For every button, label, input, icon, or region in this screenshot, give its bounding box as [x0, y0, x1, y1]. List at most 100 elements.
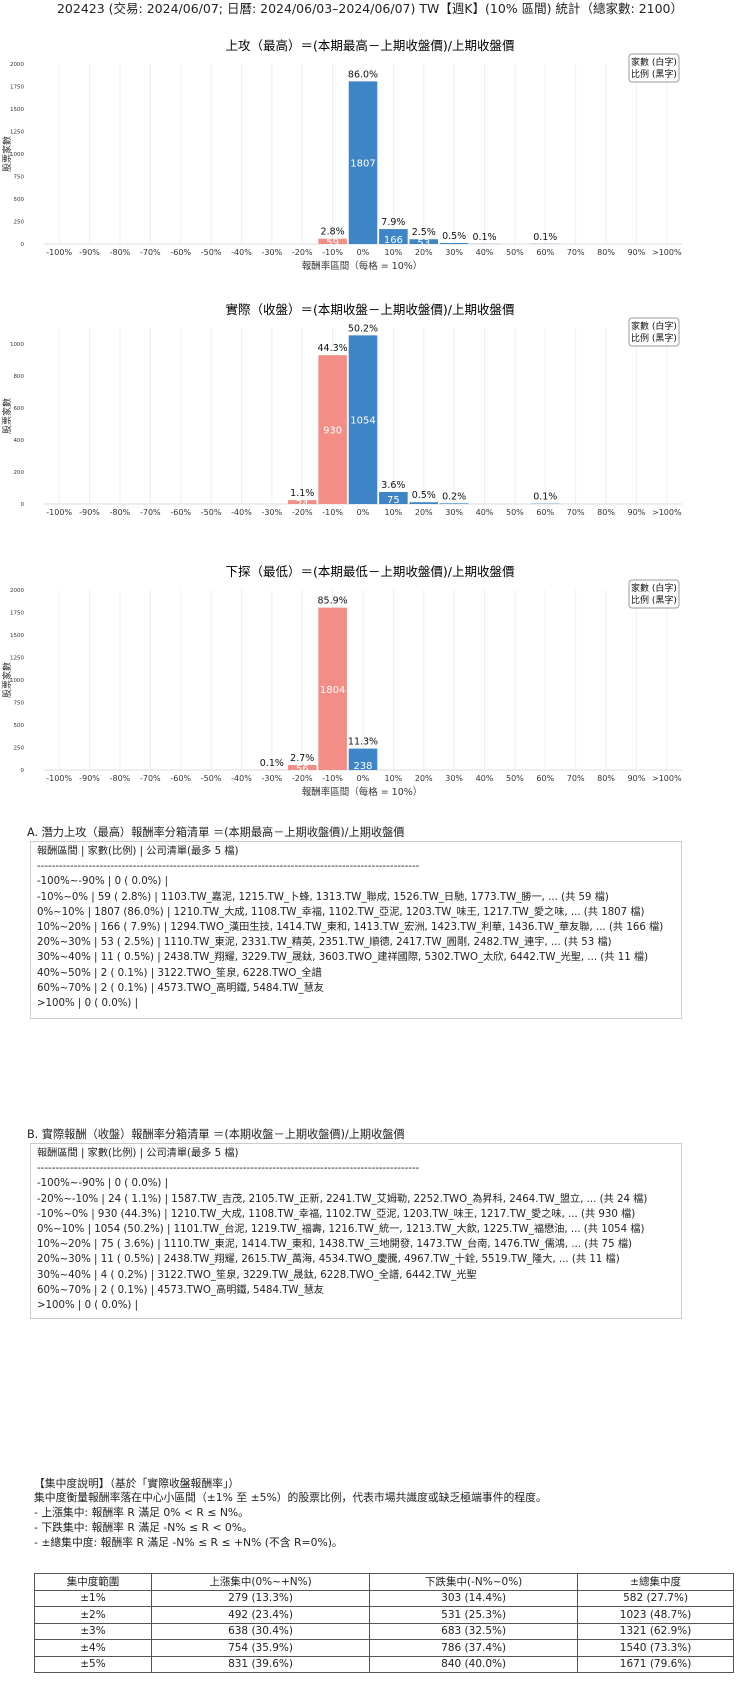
chart-title: 實際（收盤）＝(本期收盤－上期收盤價)/上期收盤價 — [226, 302, 515, 317]
y-tick-label: 2000 — [10, 62, 24, 68]
y-tick-label: 250 — [14, 746, 25, 752]
y-tick-label: 500 — [14, 723, 25, 729]
chart-high-svg: 上攻（最高）＝(本期最高－上期收盤價)/上期收盤價 0 250 500 750 1000 1… — [1, 38, 682, 272]
x-tick-label: 60% — [536, 508, 554, 517]
bar-pct-label: 85.9% — [318, 596, 348, 607]
bar-pct-label: 86.0% — [348, 69, 378, 80]
table-cell: ±1% — [34, 1589, 152, 1607]
table-cell: 840 (40.0%) — [369, 1655, 579, 1673]
y-axis-label: 股票家數 — [1, 662, 13, 698]
bar-pct-label: 3.6% — [381, 480, 405, 491]
list-item: 60%~70% | 2 ( 0.1%) | 4573.TWO_高明鐵, 5484… — [37, 982, 324, 994]
y-tick-label: 1500 — [10, 107, 24, 113]
x-tick-label: 50% — [506, 774, 524, 783]
x-tick-label: -60% — [170, 774, 191, 783]
x-tick-label: 40% — [476, 508, 494, 517]
y-tick-label: 0 — [21, 768, 25, 774]
list-item: 30%~40% | 11 ( 0.5%) | 2438.TW_翔耀, 3229.… — [37, 952, 649, 964]
bar-count-label: 930 — [323, 426, 342, 437]
bar-count-label: 75 — [387, 495, 400, 506]
y-tick-label: 0 — [21, 242, 25, 248]
x-tick-label: -10% — [322, 508, 343, 517]
x-tick-label: -90% — [79, 774, 100, 783]
x-tick-label: -90% — [79, 248, 100, 257]
chart-legend: 家數 (白字)比例 (黑字) — [628, 579, 680, 609]
bar-count-label: 238 — [353, 761, 372, 772]
x-tick-label: 80% — [597, 508, 615, 517]
list-item: -10%~0% | 59 ( 2.8%) | 1103.TW_嘉泥, 1215.… — [37, 891, 609, 903]
x-tick-label: 30% — [445, 774, 463, 783]
x-tick-label: 40% — [476, 248, 494, 257]
legend-entry: 比例 (黑字) — [631, 594, 677, 606]
x-tick-label: >100% — [652, 508, 682, 517]
x-tick-label: -40% — [231, 248, 252, 257]
x-tick-label: >100% — [652, 248, 682, 257]
y-tick-label: 600 — [14, 406, 25, 412]
x-tick-label: 0% — [357, 774, 370, 783]
y-tick-label: 2000 — [10, 588, 24, 594]
y-tick-label: 750 — [14, 175, 25, 181]
bar-pct-label: 2.5% — [412, 227, 436, 238]
x-tick-label: 80% — [597, 774, 615, 783]
x-tick-label: -90% — [79, 508, 100, 517]
list-item: 0%~10% | 1054 (50.2%) | 1101.TW_台泥, 1219… — [37, 1223, 645, 1235]
x-tick-label: -100% — [46, 248, 72, 257]
x-tick-label: 0% — [357, 508, 370, 517]
table-row: ±2% 492 (23.4%) 531 (25.3%) 1023 (48.7%) — [34, 1606, 734, 1624]
concentration-item: - 下跌集中: 報酬率 R 滿足 -N% ≤ R < 0%。 — [34, 1521, 253, 1534]
x-tick-label: 90% — [628, 774, 646, 783]
bar — [379, 229, 408, 244]
x-tick-label: -30% — [262, 774, 283, 783]
bar-pct-label: 11.3% — [348, 737, 378, 748]
table-header: ±總集中度 — [577, 1573, 734, 1591]
list-item: 10%~20% | 166 ( 7.9%) | 1294.TWO_漢田生技, 1… — [37, 921, 664, 933]
page-title: 202423 (交易: 2024/06/07; 日曆: 2024/06/03–2… — [56, 1, 684, 16]
x-tick-label: -30% — [262, 508, 283, 517]
y-tick-label: 1500 — [10, 633, 24, 639]
bar-count-label: 1054 — [350, 416, 375, 427]
x-tick-label: 50% — [506, 248, 524, 257]
x-tick-label: -100% — [46, 774, 72, 783]
table-cell: 754 (35.9%) — [150, 1639, 371, 1657]
y-tick-label: 1750 — [10, 611, 24, 617]
table-cell: 582 (27.7%) — [577, 1589, 734, 1607]
list-item: 20%~30% | 53 ( 2.5%) | 1110.TW_東泥, 2331.… — [37, 937, 612, 949]
x-tick-label: -70% — [140, 774, 161, 783]
section-a-title: A. 潛力上攻（最高）報酬率分箱清單 ＝(本期最高－上期收盤價)/上期收盤價 — [27, 826, 405, 839]
y-tick-label: 200 — [14, 470, 25, 476]
bar — [318, 238, 347, 244]
list-item: 60%~70% | 2 ( 0.1%) | 4573.TWO_高明鐵, 5484… — [37, 1284, 324, 1296]
bar-count-label: 53 — [417, 238, 430, 249]
table-cell: 1321 (62.9%) — [577, 1622, 734, 1640]
x-tick-label: -60% — [170, 248, 191, 257]
x-tick-label: 90% — [628, 248, 646, 257]
bar — [379, 492, 408, 504]
chart-title: 下探（最低）＝(本期最低－上期收盤價)/上期收盤價 — [226, 564, 515, 579]
x-tick-label: 70% — [567, 508, 585, 517]
list-item: 20%~30% | 11 ( 0.5%) | 2438.TW_翔耀, 2615.… — [37, 1254, 620, 1266]
table-cell: ±4% — [34, 1639, 152, 1657]
legend-entry: 比例 (黑字) — [631, 68, 677, 80]
bar — [409, 239, 439, 244]
y-tick-label: 1750 — [10, 85, 24, 91]
list-item: 報酬區間 | 家數(比例) | 公司清單(最多 5 檔) — [37, 1148, 239, 1159]
table-row: ±1% 279 (13.3%) 303 (14.4%) 582 (27.7%) — [34, 1589, 734, 1607]
table-cell: 1671 (79.6%) — [577, 1655, 734, 1673]
x-axis-label: 報酬率區間（每格 = 10%） — [302, 786, 423, 798]
list-item: >100% | 0 ( 0.0%) | — [37, 997, 139, 1009]
x-tick-label: 20% — [415, 508, 433, 517]
y-tick-label: 800 — [14, 374, 25, 380]
y-tick-label: 500 — [14, 197, 25, 203]
x-tick-label: 30% — [445, 508, 463, 517]
table-cell: 638 (30.4%) — [150, 1622, 371, 1640]
bar-count-label: 1804 — [320, 685, 345, 696]
table-cell: 1023 (48.7%) — [577, 1606, 734, 1624]
y-tick-label: 1000 — [10, 342, 24, 348]
table-cell: 1540 (73.3%) — [577, 1639, 734, 1657]
list-item: -10%~0% | 930 (44.3%) | 1210.TW_大成, 1108… — [37, 1208, 636, 1220]
x-tick-label: 20% — [415, 774, 433, 783]
table-header: 集中度範圍 — [34, 1573, 152, 1591]
bar — [439, 503, 469, 504]
bar-pct-label: 0.1% — [472, 232, 496, 243]
table-header-row: 集中度範圍 上漲集中(0%~+N%) 下跌集中(-N%~0%) ±總集中度 — [34, 1573, 734, 1591]
